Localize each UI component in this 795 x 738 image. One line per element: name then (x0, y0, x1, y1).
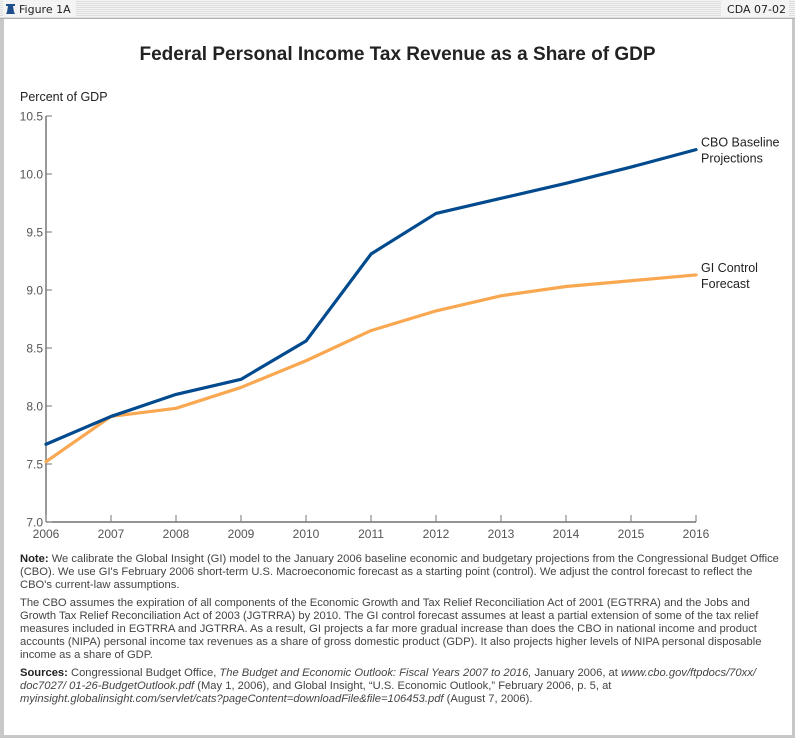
sources-text: January 2006, at (531, 666, 621, 679)
line-chart: Percent of GDP 7.0 7.5 8.0 8.5 9.0 9.5 10.0 10.… (20, 90, 780, 542)
cbo-publication-title: The Budget and Economic Outlook: Fiscal … (219, 666, 532, 679)
x-tick-label: 2011 (358, 527, 384, 541)
x-tick-label: 2007 (98, 527, 125, 541)
y-tick-label: 10.5 (20, 110, 44, 124)
note-text: We calibrate the Global Insight (GI) mod… (20, 553, 779, 592)
cbo-url[interactable]: www.cbo.gov/ftpdocs/70xx/ doc7027/ 01-26… (20, 666, 756, 692)
x-tick-label: 2009 (228, 527, 255, 541)
x-tick-label: 2010 (293, 527, 320, 541)
x-tick-label: 2015 (618, 527, 645, 541)
cbo-series-label: Projections (701, 152, 763, 166)
cbo-series-label: CBO Baseline (701, 136, 780, 150)
note-paragraph: Note: We calibrate the Global Insight (G… (20, 553, 780, 593)
series-lines (44, 148, 698, 464)
sources-text: Congressional Budget Office, (67, 666, 220, 679)
gi-control-line (44, 273, 698, 464)
notes-section: Note: We calibrate the Global Insight (G… (20, 553, 780, 710)
axes: 7.0 7.5 8.0 8.5 9.0 9.5 10.0 10.5 2006 2007 2008 20… (20, 110, 710, 542)
sources-text: (August 7, 2006). (443, 693, 533, 706)
x-tick-label: 2006 (33, 527, 60, 541)
y-tick-label: 9.0 (26, 284, 43, 298)
x-tick-label: 2012 (423, 527, 450, 541)
globalinsight-url[interactable]: myinsight.globalinsight.com/servlet/cats… (20, 693, 444, 706)
figure-label-text: Figure 1A (19, 2, 71, 16)
explanation-paragraph: The CBO assumes the expiration of all co… (20, 596, 762, 662)
x-tick-label: 2014 (553, 527, 580, 541)
figure-code: CDA 07-02 (721, 1, 789, 17)
note-label: Note: (20, 553, 49, 565)
liberty-bell-icon (6, 3, 15, 14)
sources-text: (May 1, 2006), and Global Insight, “U.S.… (194, 679, 612, 692)
y-axis-label: Percent of GDP (20, 90, 108, 104)
x-tick-label: 2008 (163, 527, 190, 541)
sources-paragraph: Sources: Congressional Budget Office, Th… (20, 667, 780, 707)
bottom-border (0, 735, 795, 738)
left-border (0, 0, 4, 738)
chart-title: Federal Personal Income Tax Revenue as a… (139, 44, 656, 65)
series-labels: GI Control Forecast CBO Baseline Projection… (701, 136, 780, 291)
sources-label: Sources: (20, 666, 68, 679)
x-tick-label: 2016 (683, 527, 710, 541)
y-tick-label: 10.0 (20, 168, 44, 182)
y-tick-label: 7.0 (26, 516, 43, 530)
right-border (792, 0, 795, 738)
figure-header: Figure 1A CDA 07-02 (0, 0, 795, 19)
y-tick-label: 9.5 (26, 226, 43, 240)
y-tick-label: 8.5 (26, 342, 43, 356)
y-tick-label: 8.0 (26, 400, 43, 414)
gi-series-label: GI Control (701, 261, 758, 275)
figure-label: Figure 1A (3, 1, 76, 17)
cbo-baseline-line (44, 148, 698, 446)
gi-series-label: Forecast (701, 277, 750, 291)
y-tick-label: 7.5 (26, 458, 43, 472)
x-tick-label: 2013 (488, 527, 515, 541)
